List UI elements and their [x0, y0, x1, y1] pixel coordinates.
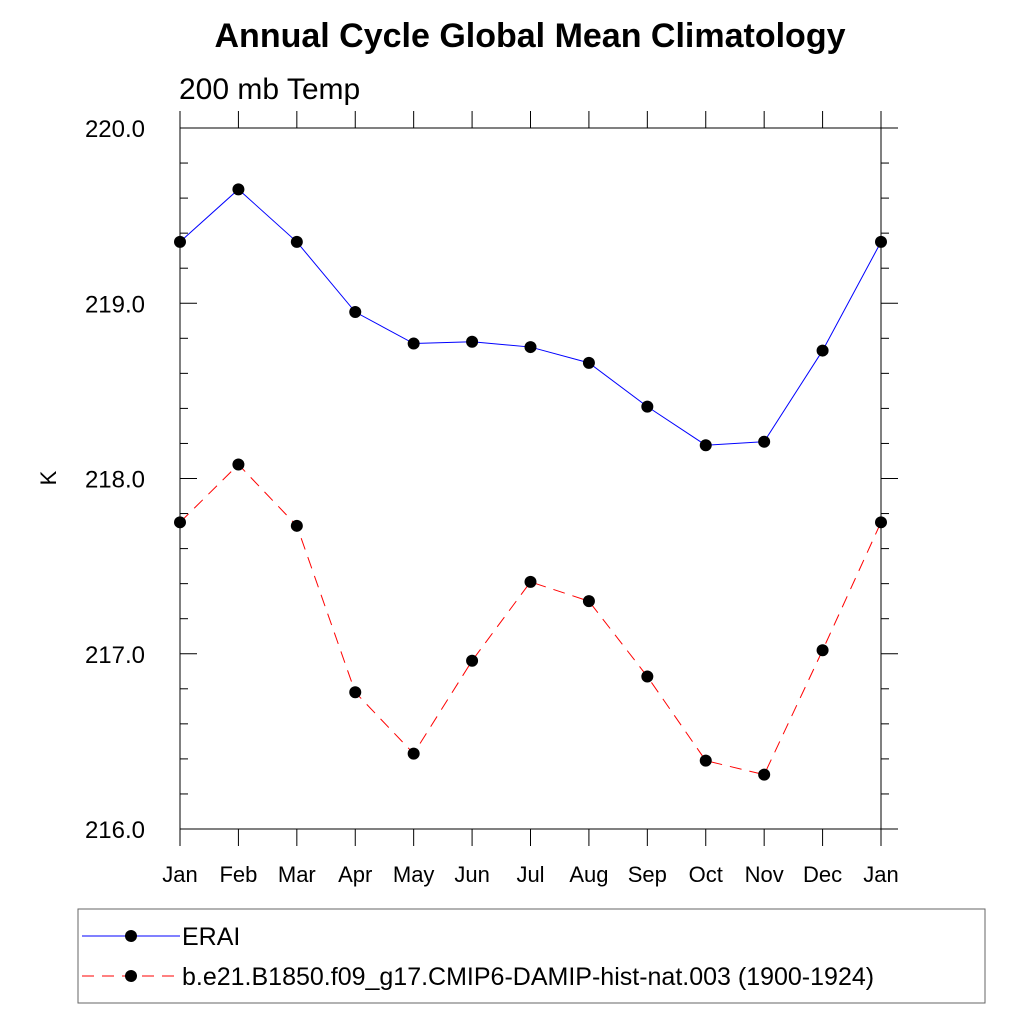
x-tick-label: Mar [278, 862, 316, 887]
y-tick-label: 216.0 [85, 817, 145, 844]
x-tick-label: Oct [689, 862, 723, 887]
data-point [290, 519, 303, 532]
series-line-1 [179, 463, 882, 776]
data-point [875, 235, 887, 248]
legend-marker-1 [125, 970, 137, 982]
data-point [641, 670, 654, 683]
x-tick-label: May [393, 862, 435, 887]
data-point [524, 575, 537, 588]
legend: ERAI b.e21.B1850.f09_g17.CMIP6-DAMIP-hist… [77, 908, 986, 1004]
axes: Jan Feb Mar Apr May Jun Jul Aug Sep Oct Nov Dec Jan 2… [85, 111, 899, 887]
x-tick-label: Jun [454, 862, 489, 887]
x-tick-label: Jan [162, 862, 197, 887]
series-line-0 [179, 188, 882, 446]
data-point [232, 183, 245, 196]
plot-frame [179, 127, 882, 830]
x-tick-label: Jul [516, 862, 544, 887]
y-tick-label: 219.0 [85, 291, 145, 318]
y-tick-label: 218.0 [85, 467, 145, 494]
data-point [582, 595, 595, 608]
data-point [816, 344, 829, 357]
data-point [699, 754, 712, 767]
data-point [174, 516, 186, 529]
data-point [816, 644, 829, 657]
x-tick-label: Apr [338, 862, 372, 887]
legend-marker-0 [125, 930, 137, 942]
y-tick-label: 220.0 [85, 116, 145, 143]
data-point [466, 335, 479, 348]
y-axis-label: K [36, 470, 61, 485]
series-group [174, 183, 887, 781]
data-point [582, 356, 595, 369]
chart-subtitle: 200 mb Temp [179, 73, 360, 106]
data-point [699, 439, 712, 452]
x-tick-label: Jan [863, 862, 898, 887]
x-tick-label: Sep [628, 862, 667, 887]
data-point [466, 654, 479, 667]
data-point [758, 768, 771, 781]
data-point [407, 747, 420, 760]
y-tick-label: 217.0 [85, 642, 145, 669]
legend-label-0: ERAI [182, 923, 240, 951]
x-tick-label: Feb [219, 862, 257, 887]
data-point [524, 341, 537, 354]
data-point [641, 400, 654, 413]
data-point [407, 337, 420, 350]
data-point [758, 435, 771, 448]
data-point [349, 686, 362, 699]
chart-title: Annual Cycle Global Mean Climatology [215, 17, 846, 55]
legend-box [77, 908, 986, 1004]
x-tick-label: Aug [569, 862, 608, 887]
data-point [232, 458, 245, 471]
data-point [290, 235, 303, 248]
x-tick-label: Nov [745, 862, 784, 887]
data-point [875, 516, 887, 529]
legend-label-1: b.e21.B1850.f09_g17.CMIP6-DAMIP-hist-nat… [182, 963, 874, 991]
data-point [174, 235, 186, 248]
x-tick-label: Dec [803, 862, 842, 887]
data-point [349, 306, 362, 319]
